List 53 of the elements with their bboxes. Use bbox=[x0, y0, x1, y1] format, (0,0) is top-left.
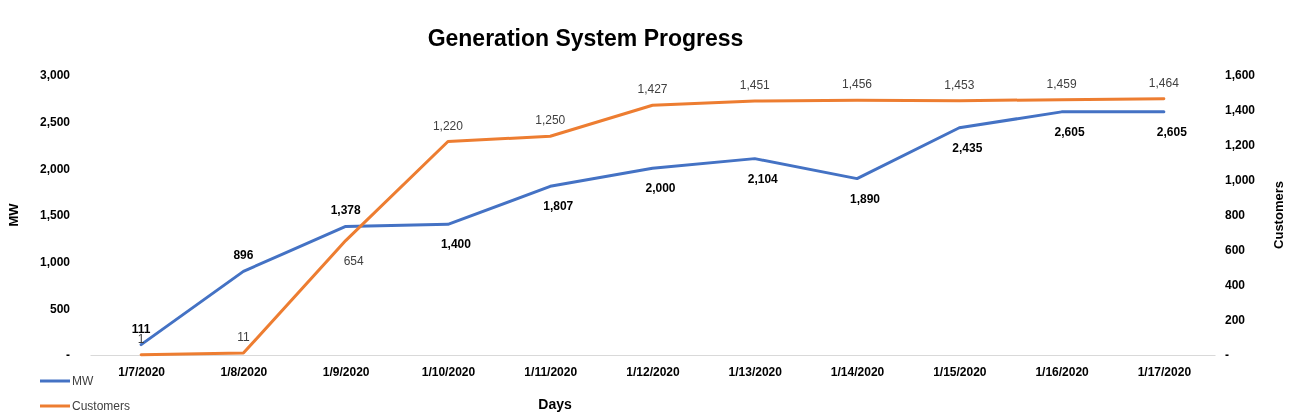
data-label: 2,605 bbox=[1156, 124, 1188, 139]
y2-tick-label: 800 bbox=[1225, 208, 1246, 223]
data-label: 1,459 bbox=[1046, 76, 1077, 91]
x-tick-label: 1/15/2020 bbox=[933, 364, 987, 379]
y2-tick-label: 1,000 bbox=[1225, 173, 1256, 188]
y-tick-label: 2,500 bbox=[39, 115, 71, 130]
y2-tick-label: 200 bbox=[1225, 313, 1246, 328]
data-label: 1,378 bbox=[330, 203, 362, 218]
y2-tick-label: 1,200 bbox=[1225, 138, 1256, 153]
data-label: 2,000 bbox=[645, 181, 676, 196]
y-tick-label: 500 bbox=[49, 301, 71, 316]
y2-tick-label: 1,600 bbox=[1225, 68, 1256, 83]
y-tick-label: 2,000 bbox=[39, 161, 71, 176]
y-axis-title: MW bbox=[6, 202, 21, 227]
y-tick-label: 3,000 bbox=[39, 68, 71, 83]
y2-tick-label: 1,400 bbox=[1225, 103, 1256, 118]
data-label: 896 bbox=[233, 248, 254, 263]
x-tick-label: 1/10/2020 bbox=[421, 364, 476, 379]
x-tick-label: 1/16/2020 bbox=[1035, 364, 1090, 379]
x-tick-label: 1/12/2020 bbox=[626, 364, 681, 379]
data-label: 1,453 bbox=[944, 77, 975, 92]
x-tick-label: 1/8/2020 bbox=[220, 364, 268, 379]
data-label: 1,220 bbox=[432, 118, 464, 133]
data-label: 11 bbox=[237, 330, 250, 345]
data-label: 1,250 bbox=[535, 113, 566, 128]
y-tick-label: 1,000 bbox=[39, 255, 71, 270]
data-label: 1,456 bbox=[842, 77, 873, 92]
data-label: 654 bbox=[343, 253, 365, 268]
y2-tick-label: 600 bbox=[1225, 243, 1246, 258]
data-label: 1,400 bbox=[440, 237, 472, 252]
x-axis-title: Days bbox=[538, 396, 572, 412]
x-tick-label: 1/14/2020 bbox=[830, 364, 885, 379]
x-tick-label: 1/7/2020 bbox=[118, 364, 166, 379]
x-tick-label: 1/11/2020 bbox=[524, 364, 578, 379]
data-label: 2,605 bbox=[1054, 124, 1085, 139]
data-label: 1,464 bbox=[1148, 75, 1180, 90]
x-tick-label: 1/13/2020 bbox=[728, 364, 783, 379]
data-label: 1,807 bbox=[543, 199, 574, 214]
data-label: 1,427 bbox=[637, 82, 668, 97]
y2-tick-label: - bbox=[1225, 348, 1229, 363]
data-label: 1,890 bbox=[850, 191, 881, 206]
y2-axis-title: Customers bbox=[1271, 181, 1286, 249]
x-tick-label: 1/17/2020 bbox=[1137, 364, 1192, 379]
x-tick-label: 1/9/2020 bbox=[322, 364, 370, 379]
legend-label: Customers bbox=[72, 399, 131, 413]
y-tick-label: - bbox=[66, 348, 70, 363]
legend-label: MW bbox=[72, 374, 94, 388]
data-label: 1,451 bbox=[739, 78, 771, 93]
data-label: 2,104 bbox=[747, 171, 779, 186]
chart-title: Generation System Progress bbox=[427, 25, 744, 51]
data-label: 2,435 bbox=[952, 140, 983, 155]
y2-tick-label: 400 bbox=[1225, 278, 1246, 293]
y-tick-label: 1,500 bbox=[39, 208, 71, 223]
